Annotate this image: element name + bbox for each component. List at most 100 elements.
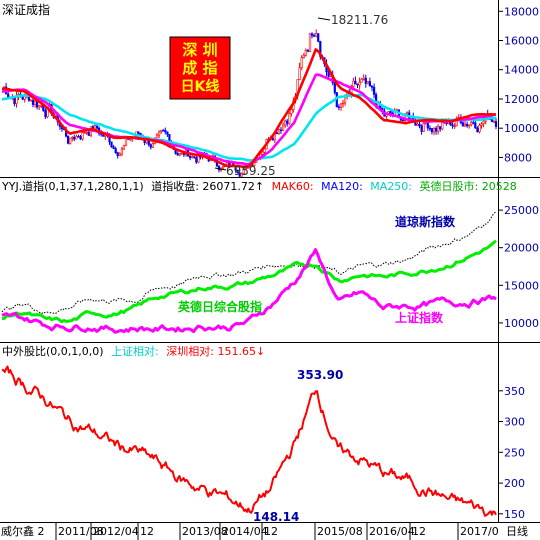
kline-candle-body	[315, 33, 318, 37]
kline-candle-body	[281, 124, 285, 131]
kline-candle-body	[166, 131, 169, 135]
bottom-low-label: 148.14	[253, 510, 299, 524]
kline-candle-body	[40, 105, 43, 107]
kline-candle-body	[467, 124, 471, 127]
kline-candle-body	[494, 121, 498, 127]
kline-candle-body	[430, 128, 434, 133]
high-marker-line	[317, 17, 331, 21]
bottom-ytick-label: 300	[504, 416, 525, 429]
kline-candle-body	[354, 80, 357, 85]
kline-candle-body	[372, 86, 376, 95]
kline-candle-body	[441, 122, 444, 130]
kline-candle-body	[242, 168, 245, 175]
kline-badge-line-3: 日K线	[181, 78, 220, 95]
kline-badge-line-2: 成 指	[182, 59, 217, 77]
kline-candle-body	[476, 127, 479, 133]
kline-candle-body	[261, 151, 264, 155]
kline-candle-body	[75, 136, 78, 140]
x-tick-label: 12	[264, 525, 278, 538]
kline-candle-body	[288, 113, 291, 124]
kline-candle-body	[217, 165, 221, 171]
x-tick-label: 2017/0	[460, 525, 499, 538]
kline-candle-body	[129, 138, 132, 140]
kline-candle-body	[238, 172, 241, 177]
legend-composite: 英德日股市: 20528	[420, 179, 517, 193]
top-high-label: 18211.76	[331, 13, 388, 27]
kline-candle-body	[116, 152, 119, 157]
ma60-line	[1, 48, 497, 169]
x-tick-label: 2014/04	[222, 525, 268, 538]
kline-candle-body	[352, 80, 355, 87]
x-tick-label: 2015/08	[317, 525, 363, 538]
middle-ytick-label: 25000	[504, 204, 539, 217]
x-tick-label: 2011/08	[58, 525, 104, 538]
middle-legend: YYJ.道指(0,1,37,1,280,1,1) 道指收盘: 26071.72↑…	[1, 179, 517, 193]
kline-candle-body	[67, 135, 70, 144]
kline-candle-body	[364, 77, 367, 84]
legend-ma250: MA250:	[370, 180, 412, 193]
kline-candle-body	[286, 120, 289, 124]
kline-candle-body	[178, 153, 181, 156]
kline-candle-body	[164, 130, 167, 133]
x-tick-label: 12	[412, 525, 426, 538]
kline-candle-body	[474, 122, 477, 129]
kline-candle-body	[453, 125, 456, 128]
kline-candle-body	[290, 109, 293, 114]
kline-candle-body	[300, 57, 303, 69]
kline-candle-body	[193, 156, 196, 158]
kline-candle-body	[189, 155, 192, 159]
kline-candle-body	[428, 127, 432, 130]
kline-candle-body	[275, 132, 279, 135]
kline-badge: 深 圳 成 指 日K线	[169, 36, 231, 100]
kline-candle-body	[337, 106, 341, 108]
kline-candle-body	[118, 153, 121, 157]
kline-candle-body	[439, 126, 442, 130]
kline-candle-body	[195, 157, 198, 163]
kline-candle-body	[492, 121, 496, 123]
kline-candle-body	[312, 34, 316, 37]
kline-candle-body	[110, 141, 113, 148]
top-ytick-label: 8000	[504, 151, 532, 164]
kline-candle-body	[191, 156, 194, 159]
kline-candle-body	[389, 111, 392, 114]
kline-candle-body	[263, 148, 266, 153]
kline-candle-body	[298, 67, 301, 80]
label-shanghai-index: 上证指数	[395, 310, 444, 325]
kline-candle-body	[308, 33, 312, 52]
middle-ytick-label: 15000	[504, 279, 539, 292]
kline-candle-body	[333, 82, 336, 93]
top-ytick-label: 12000	[504, 93, 539, 106]
kline-candle-body	[31, 100, 35, 105]
kline-candle-body	[472, 122, 475, 124]
kline-candle-body	[29, 100, 33, 102]
kline-candle-body	[478, 125, 481, 133]
kline-candle-body	[38, 105, 41, 108]
kline-candle-body	[73, 137, 76, 140]
kline-candle-body	[356, 83, 359, 86]
kline-candle-body	[81, 132, 84, 140]
kline-candle-body	[470, 122, 473, 126]
kline-candle-body	[96, 125, 99, 129]
kline-candle-body	[69, 137, 72, 144]
kline-candle-body	[33, 101, 37, 105]
low-marker-line	[214, 167, 227, 171]
middle-ytick-label: 10000	[504, 317, 539, 330]
kline-candle-body	[463, 123, 467, 127]
legend-shanghai-relative: 上证相对:	[111, 344, 159, 358]
kline-candle-body	[317, 33, 320, 42]
kline-candle-body	[222, 166, 225, 169]
kline-candle-body	[358, 82, 361, 86]
kline-candle-body	[420, 125, 423, 132]
kline-candle-body	[310, 33, 314, 36]
kline-candle-body	[162, 130, 165, 132]
x-tick-label: 2013/08	[182, 525, 228, 538]
top-panel-title: 深证成指	[2, 2, 50, 17]
kline-candle-body	[370, 85, 374, 88]
bottom-high-label: 353.90	[297, 368, 343, 382]
kline-candle-body	[151, 143, 155, 148]
kline-candle-body	[418, 123, 421, 127]
kline-candle-body	[197, 156, 200, 163]
frame	[0, 0, 540, 523]
kline-candle-body	[436, 126, 440, 132]
kline-candle-body	[339, 103, 343, 108]
